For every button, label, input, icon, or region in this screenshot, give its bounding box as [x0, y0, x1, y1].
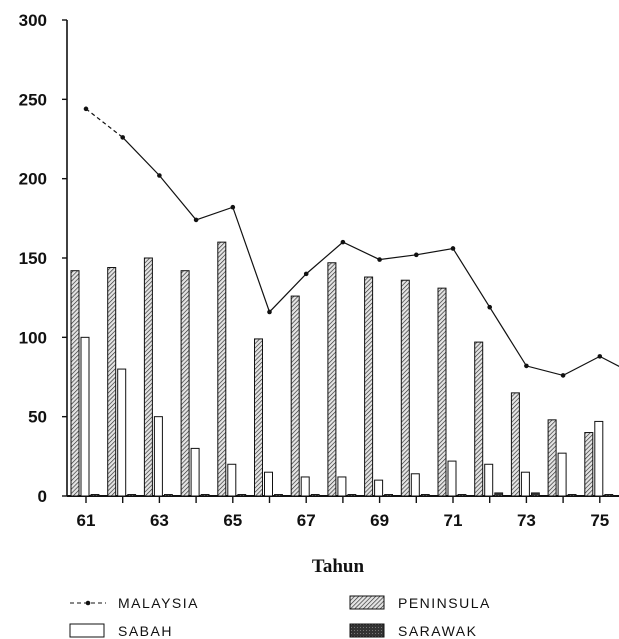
y-tick-label: 0: [38, 487, 47, 506]
bar-peninsula: [364, 276, 374, 497]
point-malaysia: [597, 354, 603, 359]
point-malaysia: [120, 135, 125, 140]
line-malaysia-dashed: [85, 108, 124, 138]
point-malaysia: [267, 309, 272, 315]
bar-peninsula: [180, 270, 190, 497]
bar-peninsula: [107, 267, 117, 497]
bar-sabah: [300, 476, 310, 497]
y-tick-label: 250: [19, 90, 47, 109]
point-malaysia: [377, 257, 382, 262]
bar-sarawak: [347, 494, 357, 497]
y-tick-label: 200: [19, 170, 47, 189]
bar-sarawak: [531, 492, 540, 497]
bar-sarawak: [200, 494, 210, 497]
point-malaysia: [230, 204, 236, 210]
bar-peninsula: [143, 257, 153, 497]
y-tick-label: 300: [19, 11, 47, 30]
legend-swatch-dark: [349, 623, 385, 638]
x-tick-label: 73: [517, 511, 536, 530]
bar-sarawak: [90, 494, 100, 497]
bar-sarawak: [457, 494, 467, 497]
bar-sabah: [264, 471, 273, 497]
bar-peninsula: [290, 295, 300, 497]
point-malaysia: [83, 106, 89, 112]
x-tick-label: 63: [150, 511, 169, 530]
legend-swatch-white: [69, 623, 105, 638]
bar-peninsula: [217, 241, 227, 497]
legend-item-peninsula: PENINSULA: [349, 595, 491, 611]
x-axis-title: Tahun: [312, 556, 365, 577]
point-malaysia: [524, 363, 529, 369]
legend-swatch-point: [85, 600, 91, 606]
x-tick-label: 71: [444, 511, 463, 530]
bar-sarawak: [604, 494, 614, 497]
bar-peninsula: [474, 341, 484, 497]
point-malaysia: [560, 373, 566, 378]
bar-sarawak: [420, 494, 430, 497]
legend-item-malaysia: MALAYSIA: [70, 595, 199, 611]
point-malaysia: [340, 239, 346, 245]
point-malaysia: [303, 271, 309, 277]
legend-item-sarawak: SARAWAK: [349, 623, 477, 639]
legend-label: MALAYSIA: [118, 595, 199, 611]
point-malaysia: [193, 217, 199, 223]
point-malaysia: [414, 252, 419, 258]
bar-peninsula: [70, 270, 80, 497]
legend-item-sabah: SABAH: [69, 623, 173, 639]
bar-sabah: [520, 471, 530, 497]
bar-sarawak: [384, 494, 394, 497]
bar-sabah: [557, 452, 567, 497]
point-malaysia: [487, 304, 493, 310]
legend-label: SARAWAK: [398, 623, 477, 639]
x-tick-label: 61: [77, 511, 96, 530]
bar-sabah: [594, 420, 604, 497]
bar-peninsula: [400, 279, 410, 497]
bar-sabah: [153, 416, 163, 497]
legend-swatch-hatch: [349, 595, 385, 610]
y-tick-label: 50: [28, 408, 47, 427]
y-tick-label: 150: [19, 249, 47, 268]
x-tick-label: 67: [297, 511, 316, 530]
bar-sabah: [227, 463, 237, 497]
bar-sabah: [374, 479, 384, 497]
bar-peninsula: [547, 419, 557, 497]
x-tick-label: 69: [370, 511, 389, 530]
bar-peninsula: [437, 287, 447, 497]
point-malaysia: [450, 246, 456, 251]
plot-area: 05010015020025030061636567697173757779Ta…: [19, 11, 619, 577]
bar-sabah: [117, 368, 127, 497]
line-malaysia: [122, 136, 619, 377]
x-tick-label: 75: [590, 511, 609, 530]
y-tick-label: 100: [19, 328, 47, 347]
legend: MALAYSIA PENINSULA SABAH SARAWAK: [69, 595, 491, 639]
bar-sarawak: [310, 494, 320, 497]
bar-peninsula: [254, 338, 263, 497]
bar-sarawak: [127, 494, 137, 497]
bar-sarawak: [163, 494, 173, 497]
legend-label: PENINSULA: [398, 595, 491, 611]
bar-peninsula: [327, 262, 337, 497]
bar-sarawak: [567, 494, 577, 497]
bar-sabah: [484, 463, 494, 497]
bar-sarawak: [237, 494, 247, 497]
bar-peninsula: [510, 392, 520, 497]
bar-sabah: [190, 447, 200, 497]
bar-sabah: [447, 460, 457, 497]
x-tick-label: 65: [223, 511, 242, 530]
bar-sabah: [80, 336, 90, 497]
bar-peninsula: [584, 432, 594, 497]
legend-label: SABAH: [118, 623, 173, 639]
bar-sarawak: [494, 492, 504, 497]
point-malaysia: [157, 173, 162, 178]
bar-sabah: [337, 476, 347, 497]
bar-sabah: [410, 473, 420, 497]
bar-sarawak: [274, 494, 283, 497]
